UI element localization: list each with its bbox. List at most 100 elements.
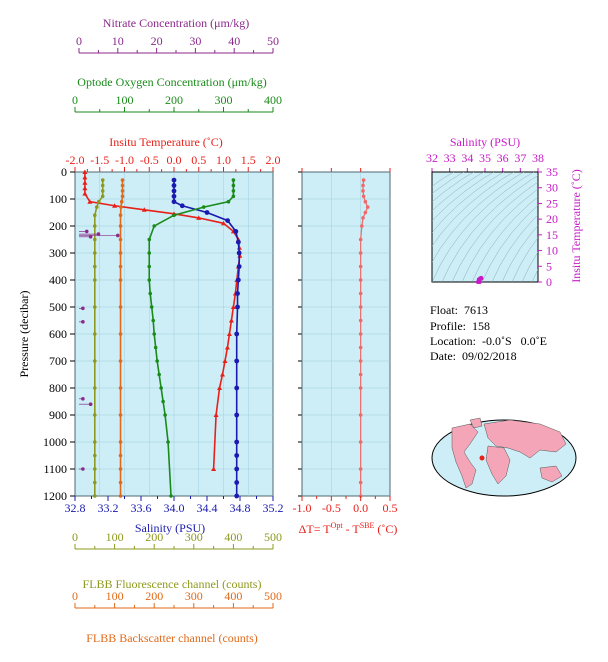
deltaT-point <box>361 183 365 188</box>
fluor-ticks-tick-label: 0 <box>72 530 78 544</box>
oxygen-point <box>231 183 236 188</box>
delta-ticks-tick-label: 0.5 <box>383 501 398 515</box>
fluor-ticks-tick-label: 100 <box>106 530 124 544</box>
ts-density-contour <box>471 196 538 282</box>
salinity-point <box>171 183 177 188</box>
temperature-point <box>226 331 232 336</box>
fluorescence-point <box>93 264 97 269</box>
float-value: 7613 <box>464 303 489 317</box>
float-location-marker <box>479 455 485 461</box>
backscatter-point <box>119 199 124 204</box>
ts-temp-tick-label: 20 <box>546 212 558 226</box>
temperature-point <box>224 345 230 350</box>
fluorescence-point <box>93 237 97 242</box>
ts-density-contour <box>432 172 534 282</box>
backscatter-point <box>118 386 123 390</box>
oxygen-ticks-tick-label: 400 <box>264 93 282 107</box>
backscatter-point <box>118 224 123 228</box>
fluorescence-point <box>94 205 99 209</box>
pressure-tick-label: 500 <box>49 300 67 314</box>
pressure-tick-label: 700 <box>49 354 67 368</box>
temperature-ticks-tick-label: 0.5 <box>191 153 206 167</box>
nitrate-point <box>88 402 93 407</box>
fluorescence-point <box>93 213 97 217</box>
temperature-ticks-tick-label: -1.0 <box>115 153 134 167</box>
profile-info-line: Profile: 158 <box>430 319 490 334</box>
oxygen-point <box>149 305 154 309</box>
backscatter-point <box>118 332 123 336</box>
nitrate-ticks-tick-label: 30 <box>189 34 201 48</box>
temperature-axis-label: Insitu Temperature (˚C) <box>109 135 223 149</box>
deltaT-point <box>358 345 363 350</box>
pressure-tick-label: 1100 <box>43 462 67 476</box>
ts-density-contour <box>491 214 538 282</box>
salinity-point <box>171 177 177 183</box>
salinity-point <box>234 480 240 485</box>
temperature-ticks-tick-label: 1.0 <box>216 153 231 167</box>
salinity-point <box>234 358 240 364</box>
backscatter-point <box>118 305 123 309</box>
temperature-point <box>230 304 236 309</box>
fluorescence-point <box>93 413 97 417</box>
salinity-point <box>234 493 240 499</box>
salinity-point <box>235 304 240 310</box>
location-label: Location: <box>430 334 476 348</box>
oxygen-point <box>147 264 152 269</box>
ts-density-contour <box>511 237 538 282</box>
temperature-point <box>213 412 219 417</box>
pressure-tick-label: 400 <box>49 273 67 287</box>
pressure-tick-label: 1200 <box>43 489 67 503</box>
oxygen-point <box>169 494 173 498</box>
fluor-ticks-tick-label: 200 <box>145 530 163 544</box>
ts-temp-tick-label: 10 <box>546 244 558 258</box>
temperature-ticks-tick-label: 2.0 <box>266 153 281 167</box>
deltaT-point <box>360 224 364 228</box>
backscatter-point <box>120 178 125 182</box>
deltaT-point <box>361 216 365 220</box>
nitrate-ticks-tick-label: 10 <box>112 34 124 48</box>
fluorescence-point <box>93 305 97 309</box>
nitrate-point <box>88 235 93 239</box>
oxygen-point <box>163 413 167 417</box>
pressure-axis-label: Pressure (decibar) <box>17 291 31 378</box>
salinity-point <box>235 277 241 283</box>
map-land-greenland <box>469 417 483 429</box>
ts-temp-tick-label: 0 <box>546 275 552 289</box>
ts-temp-tick-label: 30 <box>546 181 558 195</box>
temperature-point <box>221 220 226 226</box>
pressure-tick-label: 600 <box>49 327 67 341</box>
temperature-point <box>82 174 88 180</box>
oxygen-point <box>147 251 152 255</box>
salinity-point <box>171 193 177 199</box>
backs-ticks-tick-label: 100 <box>106 589 124 603</box>
oxygen-ticks-tick-label: 200 <box>165 93 183 107</box>
temperature-point <box>87 199 93 204</box>
salinity-point <box>234 453 240 458</box>
pressure-tick-label: 100 <box>49 192 67 206</box>
fluorescence-axis: 0 100 200 300 400 500 FLBB Fluorescence chann… <box>72 530 282 591</box>
oxygen-ticks-tick-label: 100 <box>116 93 134 107</box>
ts-density-contour <box>461 188 538 282</box>
date-value: 09/02/2018 <box>462 349 517 363</box>
oxygen-point <box>151 318 156 323</box>
ts-density-contour <box>432 172 484 212</box>
oxygen-point <box>231 178 236 182</box>
temperature-point <box>82 169 88 174</box>
salinity-ticks-tick-label: 34.0 <box>164 501 185 515</box>
ts-density-contour <box>432 172 494 222</box>
salinity-ticks-tick-label: 33.6 <box>131 501 152 515</box>
salinity-point <box>204 210 210 215</box>
pressure-tick-label: 0 <box>61 165 67 179</box>
nitrate-point <box>96 232 101 236</box>
temperature-ticks-tick-label: -0.5 <box>140 153 159 167</box>
deltaT-point <box>358 467 363 471</box>
world-map <box>431 417 577 497</box>
ts-density-contour <box>451 181 538 282</box>
nitrate-point <box>81 320 85 324</box>
fluor-ticks-tick-label: 500 <box>264 530 282 544</box>
nitrate-point <box>116 233 120 238</box>
oxygen-point <box>161 399 165 404</box>
salinity-ticks-tick-label: 33.2 <box>98 501 119 515</box>
ts-density-contour <box>501 225 538 282</box>
backscatter-axis: 0 100 200 300 400 500 FLBB Backscatter channe… <box>72 589 282 645</box>
